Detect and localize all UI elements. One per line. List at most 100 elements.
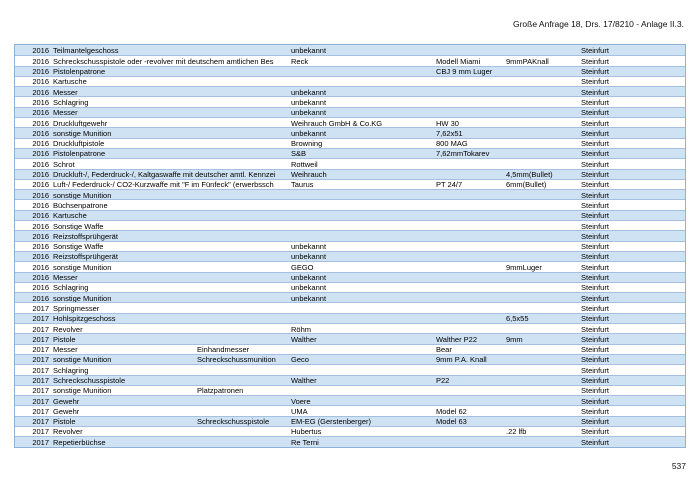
cell-year: 2017 — [32, 334, 49, 344]
cell-year: 2016 — [32, 262, 49, 272]
table-row: 2017 Gewehr Voere Steinfurt — [15, 395, 685, 406]
cell-manufacturer: Browning — [291, 139, 323, 149]
table-row: 2016 sonstige Munition Steinfurt — [15, 189, 685, 200]
cell-model: Model 63 — [436, 417, 467, 427]
cell-manufacturer: unbekannt — [291, 97, 327, 107]
cell-district: Steinfurt — [581, 427, 609, 437]
table-row: 2016 Teilmantelgeschoss unbekannt Steinfurt — [15, 45, 685, 56]
cell-manufacturer: Voere — [291, 396, 311, 406]
cell-model: 7,62x51 — [436, 128, 463, 138]
cell-manufacturer: unbekannt — [291, 283, 327, 293]
cell-weapon-subtype: Einhandmesser — [197, 345, 250, 355]
cell-caliber: 6,5x55 — [506, 314, 529, 324]
cell-manufacturer: UMA — [291, 406, 308, 416]
cell-weapon-type: sonstige Munition — [53, 128, 112, 138]
cell-manufacturer: Reck — [291, 56, 309, 66]
cell-district: Steinfurt — [581, 262, 609, 272]
cell-district: Steinfurt — [581, 97, 609, 107]
table-row: 2017 Pistole Schreckschusspistole EM-EG (Ge… — [15, 415, 685, 427]
cell-weapon-type: Schreckschusspistole — [53, 376, 126, 385]
cell-district: Steinfurt — [581, 118, 609, 128]
cell-manufacturer: unbekannt — [291, 108, 327, 118]
cell-weapon-type: Druckluftpistole — [53, 139, 105, 149]
cell-district: Steinfurt — [581, 139, 609, 149]
cell-manufacturer: unbekannt — [291, 87, 327, 97]
cell-weapon-type: Sonstige Waffe — [53, 221, 104, 231]
cell-year: 2017 — [32, 417, 49, 427]
cell-weapon-type: Revolver — [53, 324, 83, 334]
table-row: 2016 Schlagring unbekannt Steinfurt — [15, 96, 685, 107]
table-row: 2016 Reizstoffsprühgerät Steinfurt — [15, 230, 685, 241]
cell-manufacturer: Röhm — [291, 324, 312, 334]
cell-weapon-subtype: Schreckschusspistole — [197, 417, 270, 427]
cell-year: 2016 — [32, 221, 49, 231]
table-row: 2016 Sonstige Waffe Steinfurt — [15, 220, 685, 231]
weapons-table: 2016 Teilmantelgeschoss unbekannt Steinfurt… — [14, 44, 686, 448]
cell-year: 2016 — [32, 97, 49, 107]
cell-manufacturer: unbekannt — [291, 252, 327, 262]
cell-year: 2016 — [32, 283, 49, 293]
cell-weapon-type: Druckluft-/, Federdruck-/, Kaltgaswaffe … — [53, 170, 276, 180]
cell-manufacturer: Weihrauch GmbH & Co.KG — [291, 118, 383, 128]
table-row: 2017 sonstige Munition Platzpatronen Steinf… — [15, 384, 685, 396]
cell-district: Steinfurt — [581, 334, 609, 344]
table-row: 2016 Druckluftpistole Browning 800 MAG Stein… — [15, 137, 685, 149]
cell-district: Steinfurt — [581, 273, 609, 283]
cell-weapon-type: Kartusche — [53, 211, 87, 221]
cell-year: 2016 — [32, 293, 49, 303]
cell-district: Steinfurt — [581, 406, 609, 416]
cell-manufacturer: unbekannt — [291, 293, 327, 303]
table-row: 2016 Schreckschusspistole oder -revolver … — [15, 55, 685, 66]
cell-district: Steinfurt — [581, 386, 609, 396]
cell-weapon-type: Druckluftgewehr — [53, 118, 108, 128]
cell-caliber: 4,5mm(Bullet) — [506, 170, 553, 180]
cell-district: Steinfurt — [581, 221, 609, 231]
cell-year: 2016 — [32, 200, 49, 210]
cell-manufacturer: unbekannt — [291, 242, 327, 252]
cell-year: 2017 — [32, 386, 49, 396]
cell-district: Steinfurt — [581, 365, 609, 375]
cell-year: 2016 — [32, 159, 49, 169]
cell-district: Steinfurt — [581, 211, 609, 221]
cell-model: HW 30 — [436, 118, 459, 128]
cell-manufacturer: EM-EG (Gerstenberger) — [291, 417, 372, 427]
table-row: 2016 Büchsenpatrone Steinfurt — [15, 199, 685, 210]
cell-weapon-type: Hohlspitzgeschoss — [53, 314, 116, 324]
cell-district: Steinfurt — [581, 345, 609, 355]
cell-manufacturer: unbekannt — [291, 45, 327, 55]
cell-district: Steinfurt — [581, 108, 609, 118]
cell-weapon-type: Teilmantelgeschoss — [53, 45, 119, 55]
cell-weapon-type: Messer — [53, 87, 78, 97]
cell-manufacturer: S&B — [291, 149, 307, 159]
cell-weapon-type: Springmesser — [53, 303, 100, 313]
cell-weapon-type: Büchsenpatrone — [53, 200, 108, 210]
cell-year: 2016 — [32, 67, 49, 77]
cell-year: 2017 — [32, 396, 49, 406]
cell-weapon-type: Luft-/ Federdruck-/ CO2-Kurzwaffe mit "F… — [53, 180, 274, 190]
cell-year: 2016 — [32, 139, 49, 149]
table-row: 2016 sonstige Munition GEGO 9mmLuger Steinfu… — [15, 261, 685, 272]
table-row: 2016 Kartusche Steinfurt — [15, 75, 685, 86]
cell-district: Steinfurt — [581, 56, 609, 66]
cell-district: Steinfurt — [581, 87, 609, 97]
cell-year: 2016 — [32, 128, 49, 138]
cell-model: Walther P22 — [436, 334, 477, 344]
cell-year: 2017 — [32, 314, 49, 324]
table-row: 2016 sonstige Munition unbekannt Steinfurt — [15, 292, 685, 303]
cell-district: Steinfurt — [581, 67, 609, 77]
cell-manufacturer: Hubertus — [291, 427, 322, 437]
cell-district: Steinfurt — [581, 283, 609, 293]
cell-weapon-type: Gewehr — [53, 396, 80, 406]
table-row: 2016 Druckluft-/, Federdruck-/, Kaltgaswa… — [15, 168, 685, 180]
cell-district: Steinfurt — [581, 170, 609, 180]
cell-year: 2017 — [32, 324, 49, 334]
page-number: 537 — [671, 461, 686, 471]
cell-year: 2016 — [32, 273, 49, 283]
table-row: 2016 Messer unbekannt Steinfurt — [15, 106, 685, 118]
table-row: 2017 Gewehr UMA Model 62 Steinfurt — [15, 405, 685, 416]
cell-year: 2017 — [32, 376, 49, 385]
cell-year: 2017 — [32, 437, 49, 447]
cell-manufacturer: Walther — [291, 376, 317, 385]
cell-year: 2016 — [32, 242, 49, 252]
